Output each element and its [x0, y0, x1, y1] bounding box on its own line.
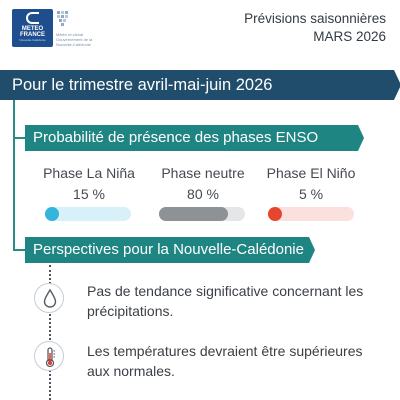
partner-mark-icon: [57, 11, 68, 26]
precipitation-outlook-text: Pas de tendance significative concernant…: [87, 283, 364, 319]
neutral-probability-fill: [159, 207, 228, 221]
tree-connector-branch: [13, 249, 25, 251]
period-title: Pour le trimestre avril-mai-juin 2026: [12, 76, 273, 94]
outlook-section-title: Perspectives pour la Nouvelle-Calédonie: [33, 241, 304, 258]
phase-neutral: Phase neutre 80 %: [149, 164, 257, 203]
outlook-section-header: Perspectives pour la Nouvelle-Calédonie: [25, 237, 315, 263]
partner-text: Météo et climat Gouvernement de la Nouve…: [56, 32, 93, 47]
phase-probability: 5 %: [298, 186, 324, 202]
header-info: Prévisions saisonnières MARS 2026: [244, 10, 386, 46]
period-banner: Pour le trimestre avril-mai-juin 2026: [0, 70, 400, 100]
phase-probability: 15 %: [73, 186, 105, 202]
partner-logo: Météo et climat Gouvernement de la Nouve…: [56, 10, 96, 48]
el-nino-probability-bar: [268, 207, 354, 221]
logo-line3: Nouvelle-Calédonie: [19, 38, 46, 42]
phase-probability: 80 %: [187, 186, 219, 202]
tree-connector: [13, 100, 15, 250]
water-drop-icon: [34, 283, 64, 313]
phase-la-nina: Phase La Niña 15 %: [35, 164, 143, 203]
logo-mark-icon: [26, 12, 39, 24]
temperature-outlook-text: Les températures devraient être supérieu…: [87, 343, 363, 379]
timeline-dotted-line: [49, 265, 51, 400]
tree-connector-branch: [13, 137, 25, 139]
la-nina-probability-bar: [45, 207, 131, 221]
logo-line1: METEO: [21, 26, 44, 32]
phase-name: Phase neutre: [161, 165, 245, 181]
neutral-probability-bar: [159, 207, 245, 221]
phase-el-nino: Phase El Niño 5 %: [257, 164, 365, 203]
enso-section-header: Probabilité de présence des phases ENSO: [25, 125, 364, 151]
el-nino-probability-fill: [268, 207, 282, 221]
document-date: MARS 2026: [313, 29, 386, 44]
phase-name: Phase La Niña: [43, 165, 135, 181]
la-nina-probability-fill: [45, 207, 59, 221]
document-title: Prévisions saisonnières: [244, 11, 386, 26]
enso-section-title: Probabilité de présence des phases ENSO: [33, 129, 319, 146]
meteo-france-logo: METEO FRANCE Nouvelle-Calédonie: [12, 9, 53, 47]
logo-line2: FRANCE: [20, 32, 45, 38]
thermometer-icon: [34, 341, 64, 371]
page-header: METEO FRANCE Nouvelle-Calédonie Météo et…: [0, 0, 400, 62]
phase-name: Phase El Niño: [266, 165, 356, 181]
